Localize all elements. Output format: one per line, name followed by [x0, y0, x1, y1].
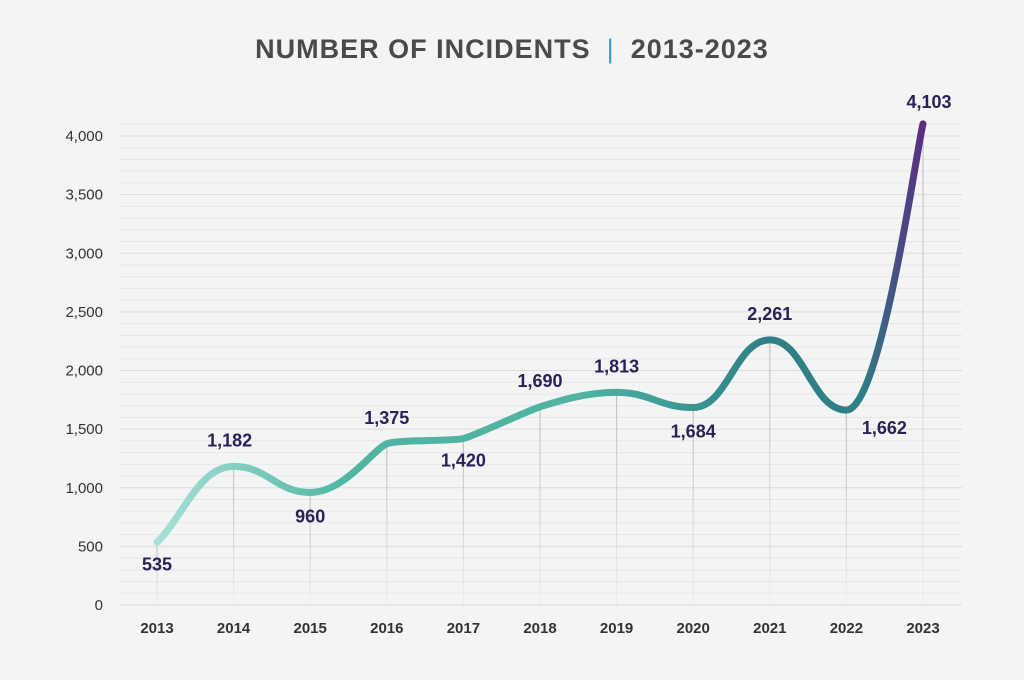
y-tick-label: 2,500 [65, 304, 103, 321]
drop-line [922, 123, 924, 605]
chart-title-main: NUMBER OF INCIDENTS [255, 34, 591, 64]
gridlines [120, 123, 962, 606]
data-label: 4,103 [906, 92, 951, 112]
x-tick-label: 2023 [906, 620, 939, 637]
data-label: 2,261 [747, 304, 792, 324]
drop-line [539, 406, 541, 605]
x-tick-label: 2018 [523, 620, 556, 637]
data-label: 1,662 [862, 418, 907, 438]
y-tick-label: 3,500 [65, 187, 103, 204]
series-line [153, 120, 927, 546]
data-point [768, 338, 772, 342]
data-label: 1,420 [441, 451, 486, 471]
y-tick-label: 2,000 [65, 363, 103, 380]
chart-title-separator: | [606, 34, 615, 64]
data-point [615, 390, 619, 394]
y-tick-label: 0 [95, 597, 103, 614]
y-tick-label: 1,500 [65, 421, 103, 438]
drop-line [845, 410, 847, 605]
data-label: 535 [142, 554, 172, 574]
x-tick-label: 2015 [294, 620, 327, 637]
drop-line [156, 542, 158, 605]
drop-line [616, 392, 618, 605]
y-tick-label: 4,000 [65, 128, 103, 145]
y-tick-label: 500 [78, 538, 103, 555]
data-label: 1,182 [207, 430, 252, 450]
drop-line [309, 492, 311, 605]
data-point [155, 540, 159, 544]
data-label: 1,375 [364, 408, 409, 428]
x-tick-label: 2016 [370, 620, 403, 637]
x-tick-label: 2017 [447, 620, 480, 637]
data-label: 1,690 [517, 371, 562, 391]
y-tick-label: 3,000 [65, 245, 103, 262]
x-tick-label: 2013 [140, 620, 173, 637]
drop-line [462, 438, 464, 605]
data-point [385, 442, 389, 446]
data-point [461, 437, 465, 441]
data-point [308, 490, 312, 494]
data-point [691, 406, 695, 410]
data-label: 1,813 [594, 356, 639, 376]
drop-line [692, 407, 694, 605]
x-tick-label: 2020 [677, 620, 710, 637]
data-point [844, 408, 848, 412]
x-tick-label: 2014 [217, 620, 251, 637]
x-tick-label: 2021 [753, 620, 786, 637]
data-label: 1,684 [671, 422, 716, 442]
chart-title-range: 2013-2023 [630, 34, 769, 64]
data-point [232, 464, 236, 468]
x-tick-label: 2022 [830, 620, 863, 637]
drop-line [386, 443, 388, 605]
y-tick-label: 1,000 [65, 480, 103, 497]
data-point [538, 405, 542, 409]
data-label: 960 [295, 506, 325, 526]
x-tick-label: 2019 [600, 620, 633, 637]
data-point [921, 122, 925, 126]
drop-line [233, 466, 235, 605]
chart-title: NUMBER OF INCIDENTS | 2013-2023 [0, 34, 1024, 65]
drop-line [769, 339, 771, 605]
